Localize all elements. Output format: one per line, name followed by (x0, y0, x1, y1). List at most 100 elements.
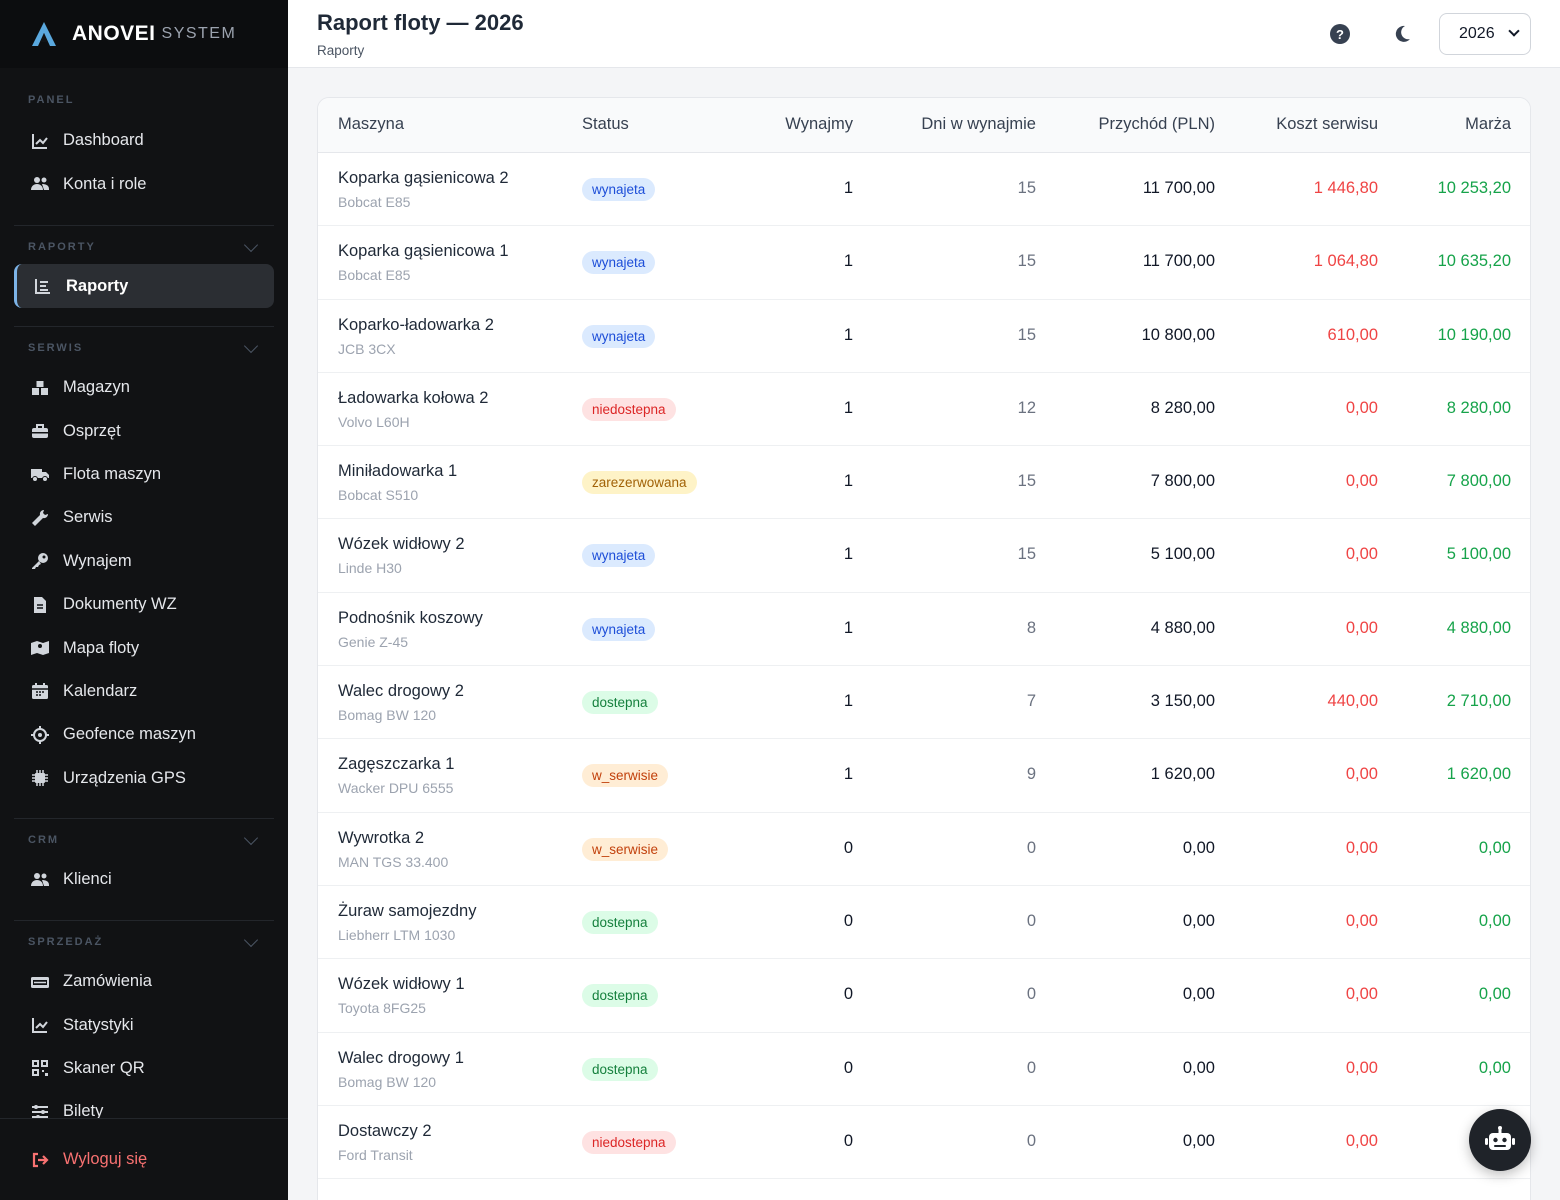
toolbox-icon (32, 424, 48, 439)
wrench-icon (32, 509, 49, 526)
section-crm-title[interactable]: CRM (0, 830, 288, 850)
col-service-cost[interactable]: Koszt serwisu (1276, 115, 1378, 133)
sidebar-item-flota-maszyn[interactable]: Flota maszyn (0, 453, 288, 496)
machine-model: Genie Z-45 (338, 633, 409, 650)
margin-value: 10 253,20 (1437, 179, 1511, 197)
table-row[interactable]: Walec drogowy 2 Bomag BW 120 dostepna 1 7 3 1… (318, 666, 1530, 740)
rentals-count: 1 (843, 765, 853, 784)
section-sprzedaz-title[interactable]: SPRZEDAŻ (0, 932, 288, 952)
table-row[interactable]: Miniładowarka 1 Bobcat S510 zarezerwowana 1… (318, 446, 1530, 520)
section-serwis-title[interactable]: SERWIS (0, 338, 288, 358)
revenue-value: 8 280,00 (1150, 398, 1215, 417)
sidebar-item-label: Zamówienia (63, 972, 152, 991)
rental-days: 15 (1017, 545, 1036, 564)
table-row[interactable]: Zagęszczarka 1 Wacker DPU 6555 w_serwisie 1… (318, 739, 1530, 813)
breadcrumb[interactable]: Raporty (317, 43, 365, 58)
sidebar-item-statystyki[interactable]: Statystyki (0, 1003, 288, 1046)
year-select[interactable]: 2026 (1439, 13, 1531, 55)
qr-icon (32, 1060, 48, 1077)
sidebar-item-urządzenia-gps[interactable]: Urządzenia GPS (0, 757, 288, 800)
col-revenue[interactable]: Przychód (PLN) (1098, 115, 1215, 133)
sidebar-item-raporty[interactable]: Raporty (14, 264, 274, 308)
section-panel: PANEL Dashboard Konta i role (0, 90, 288, 206)
sidebar-item-osprzęt[interactable]: Osprzęt (0, 409, 288, 452)
table-row[interactable]: Wywrotka 2 MAN TGS 33.400 w_serwisie 0 0 0,00… (318, 813, 1530, 886)
table-row[interactable]: Walec drogowy 1 Bomag BW 120 dostepna 0 0 0,0… (318, 1033, 1530, 1106)
revenue-value: 11 700,00 (1142, 252, 1215, 271)
table-row[interactable]: Koparka gąsienicowa 1 Bobcat E85 wynajeta 1… (318, 226, 1530, 300)
margin-value: 10 190,00 (1437, 325, 1511, 344)
sidebar-item-klienci[interactable]: Klienci (0, 858, 288, 901)
machine-name: Dostawczy 2 (338, 1121, 432, 1140)
sidebar-item-label: Wynajem (63, 551, 132, 570)
rentals-count: 1 (843, 692, 853, 711)
sidebar-item-label: Raporty (66, 276, 129, 295)
section-serwis[interactable]: SERWIS Magazyn Osprzęt Flota maszyn Serwis W… (0, 338, 288, 800)
service-cost-value: 0,00 (1345, 985, 1378, 1004)
table-row[interactable]: Koparko-ładowarka 2 JCB 3CX wynajeta 1 15 10 … (318, 300, 1530, 373)
sidebar-item-dokumenty-wz[interactable]: Dokumenty WZ (0, 583, 288, 626)
sidebar-item-wynajem[interactable]: Wynajem (0, 540, 288, 583)
sidebar-item-label: Kalendarz (63, 681, 138, 700)
margin-value: 10 635,20 (1437, 252, 1511, 271)
chart-line-icon (32, 133, 48, 149)
margin-value: 1 620,00 (1446, 765, 1511, 784)
col-days[interactable]: Dni w wynajmie (921, 115, 1036, 133)
table-row[interactable]: Wózek widłowy 1 Toyota 8FG25 dostepna 0 0 0,0… (318, 959, 1530, 1033)
table-row[interactable]: Koparka gąsienicowa 2 Bobcat E85 wynajeta 1… (318, 153, 1530, 227)
revenue-value: 1 620,00 (1150, 765, 1215, 784)
col-margin[interactable]: Marża (1465, 115, 1511, 133)
rental-days: 9 (1026, 765, 1036, 784)
service-cost-value: 0,00 (1345, 398, 1378, 417)
sidebar-item-skaner-qr[interactable]: Skaner QR (0, 1047, 288, 1090)
section-raporty-title[interactable]: RAPORTY (0, 237, 288, 257)
col-machine[interactable]: Maszyna (338, 115, 405, 133)
rental-days: 8 (1026, 618, 1036, 637)
sidebar-item-label: Urządzenia GPS (63, 768, 186, 787)
machine-model: Ford Transit (338, 1146, 413, 1163)
table-row[interactable]: Ładowarka kołowa 2 Volvo L60H niedostepna 1… (318, 373, 1530, 447)
rental-days: 0 (1026, 838, 1036, 857)
brand-name: ANOVEI (72, 22, 156, 45)
sidebar-item-magazyn[interactable]: Magazyn (0, 366, 288, 409)
assistant-button[interactable] (1469, 1109, 1531, 1171)
brand[interactable]: ANOVEI SYSTEM (0, 0, 288, 68)
map-icon (31, 641, 49, 656)
sidebar-item-label: Skaner QR (63, 1058, 145, 1077)
sidebar-item-mapa-floty[interactable]: Mapa floty (0, 626, 288, 669)
truck-icon (31, 469, 49, 483)
section-sprzedaz[interactable]: SPRZEDAŻ Zamówienia Statystyki Skaner QR Bi… (0, 932, 288, 1134)
sidebar-item-kalendarz[interactable]: Kalendarz (0, 670, 288, 713)
chevron-down-icon (243, 237, 259, 252)
revenue-value: 0,00 (1182, 838, 1215, 857)
logout-button[interactable]: Wyloguj się (0, 1118, 288, 1200)
col-status[interactable]: Status (582, 115, 629, 133)
moon-icon[interactable] (1392, 24, 1412, 44)
rental-days: 0 (1026, 911, 1036, 930)
sidebar-item-zamówienia[interactable]: Zamówienia (0, 960, 288, 1003)
service-cost-value: 0,00 (1345, 911, 1378, 930)
help-icon[interactable]: ? (1330, 24, 1350, 44)
sidebar-item-serwis[interactable]: Serwis (0, 496, 288, 539)
users-icon (31, 177, 49, 191)
table-row[interactable]: Wózek widłowy 2 Linde H30 wynajeta 1 15 5 100… (318, 519, 1530, 593)
calendar-icon (32, 683, 48, 700)
brand-logo-icon (32, 22, 56, 46)
chevron-down-icon (243, 932, 259, 947)
machine-model: Wacker DPU 6555 (338, 780, 454, 797)
table-row[interactable]: Podnośnik koszowy Genie Z-45 wynajeta 1 8 4 8… (318, 593, 1530, 667)
sidebar-item-label: Mapa floty (63, 638, 140, 657)
rentals-count: 0 (843, 838, 853, 857)
service-cost-value: 1 446,80 (1313, 179, 1378, 197)
section-raporty[interactable]: RAPORTY Raporty (0, 237, 288, 308)
margin-value: 7 800,00 (1446, 472, 1511, 491)
sidebar-item-konta-i-role[interactable]: Konta i role (0, 162, 288, 205)
table-row[interactable]: Dostawczy 2 Ford Transit niedostepna 0 0 0,00… (318, 1106, 1530, 1180)
sidebar-item-geofence-maszyn[interactable]: Geofence maszyn (0, 713, 288, 756)
service-cost-value: 0,00 (1345, 618, 1378, 637)
sidebar-item-bilety[interactable]: Bilety (0, 1090, 288, 1133)
col-rentals[interactable]: Wynajmy (785, 115, 853, 133)
table-row[interactable]: Żuraw samojezdny Liebherr LTM 1030 dostepn… (318, 886, 1530, 960)
section-crm[interactable]: CRM Klienci (0, 830, 288, 901)
sidebar-item-dashboard[interactable]: Dashboard (0, 119, 288, 162)
